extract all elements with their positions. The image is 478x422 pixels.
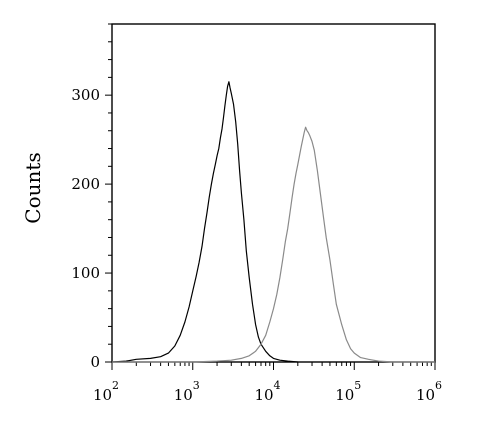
series-layer bbox=[111, 81, 435, 363]
y-tick-label: 100 bbox=[71, 264, 100, 282]
histogram-series-1 bbox=[111, 81, 298, 363]
y-axis-label: Counts bbox=[21, 152, 45, 223]
y-tick-label: 300 bbox=[71, 86, 100, 104]
x-tick-label: 103 bbox=[174, 379, 200, 404]
histogram-series-2 bbox=[112, 126, 435, 363]
y-axis-ticks: 0 100 200 300 bbox=[71, 23, 112, 371]
x-tick-label: 105 bbox=[335, 379, 361, 404]
plot-frame bbox=[111, 23, 436, 363]
x-tick-label: 102 bbox=[93, 379, 119, 404]
x-tick-label: 106 bbox=[416, 379, 442, 404]
x-tick-label: 104 bbox=[254, 379, 280, 404]
y-tick-label: 0 bbox=[90, 353, 100, 371]
x-axis-ticks: 102 103 104 105 106 bbox=[93, 362, 442, 404]
y-tick-label: 200 bbox=[71, 175, 100, 193]
